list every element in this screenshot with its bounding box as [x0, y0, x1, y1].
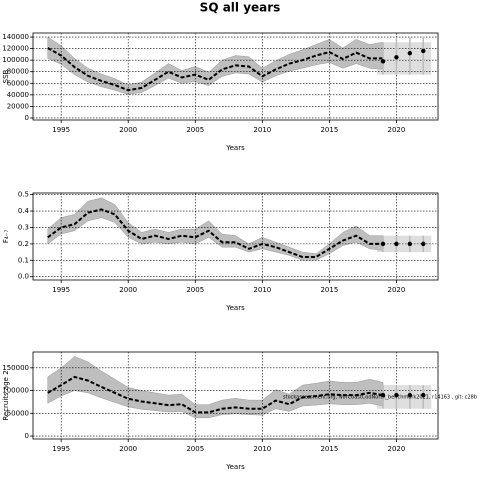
y-tick-label: 100000 — [2, 56, 29, 64]
ci-band — [47, 36, 384, 95]
plot-frame — [32, 32, 439, 121]
y-tick-label: 100000 — [2, 387, 29, 395]
x-tick-label: 1995 — [52, 126, 70, 134]
estimate-line — [47, 208, 384, 259]
ci-band — [47, 197, 384, 261]
y-tick-label: 0 — [25, 114, 29, 122]
forecast-band — [377, 385, 432, 409]
y-tick-label: 0.0 — [18, 273, 29, 281]
x-axis-label: Years — [225, 304, 245, 312]
ci-band — [47, 356, 384, 419]
y-tick-label: 0.5 — [18, 191, 29, 199]
y-tick-label: 0 — [25, 432, 29, 440]
y-tick-label: 0.1 — [18, 256, 29, 264]
x-tick-label: 1995 — [52, 445, 70, 453]
forecast-band — [377, 42, 432, 75]
x-tick-label: 2000 — [119, 286, 137, 294]
y-axis-label: F₄₋₇ — [2, 230, 10, 244]
forecast-point — [380, 392, 386, 398]
x-tick-label: 2000 — [119, 445, 137, 453]
chart-title: SQ all years — [200, 1, 281, 15]
estimate-line — [47, 375, 384, 414]
x-tick-label: 2005 — [186, 286, 204, 294]
y-tick-label: 80000 — [7, 68, 29, 76]
y-tick-label: 50000 — [7, 409, 29, 417]
x-tick-label: 2020 — [388, 126, 406, 134]
x-tick-label: 2020 — [388, 286, 406, 294]
y-tick-label: 0.3 — [18, 223, 29, 231]
forecast-point — [394, 392, 399, 398]
forecast-point — [421, 392, 426, 398]
y-axis-label: SSB — [2, 69, 10, 83]
x-tick-label: 2015 — [320, 286, 338, 294]
x-tick-label: 2015 — [320, 126, 338, 134]
x-axis-label: Years — [225, 463, 245, 471]
y-tick-label: 150000 — [2, 364, 29, 372]
y-tick-label: 60000 — [7, 79, 29, 87]
annotation: stockassessment.org, NorCoastCodNorth_be… — [283, 395, 477, 401]
plot-frame — [32, 192, 439, 281]
x-tick-label: 2005 — [186, 445, 204, 453]
x-tick-label: 2010 — [253, 126, 271, 134]
y-tick-label: 40000 — [7, 91, 29, 99]
forecast-point — [407, 392, 413, 398]
x-tick-label: 2000 — [119, 126, 137, 134]
y-axis-label: Recruits age 2 — [2, 370, 10, 420]
forecast-point — [394, 241, 399, 247]
y-tick-label: 120000 — [2, 45, 29, 53]
forecast-point — [394, 55, 399, 60]
forecast-point — [380, 59, 386, 64]
x-tick-label: 2010 — [253, 286, 271, 294]
forecast-point — [407, 241, 413, 247]
x-tick-label: 2005 — [186, 126, 204, 134]
y-tick-label: 0.2 — [18, 240, 29, 248]
estimate-line — [47, 47, 384, 92]
x-tick-label: 1995 — [52, 286, 70, 294]
forecast-point — [407, 51, 413, 56]
x-tick-label: 2015 — [320, 445, 338, 453]
y-tick-label: 140000 — [2, 33, 29, 41]
forecast-point — [380, 241, 386, 247]
y-tick-label: 0.4 — [18, 207, 30, 215]
y-tick-label: 20000 — [7, 102, 29, 110]
forecast-band — [377, 235, 432, 253]
forecast-point — [421, 48, 426, 54]
x-tick-label: 2010 — [253, 445, 271, 453]
plot-frame — [32, 351, 439, 440]
x-axis-label: Years — [225, 144, 245, 152]
x-tick-label: 2020 — [388, 445, 406, 453]
forecast-point — [421, 241, 426, 247]
